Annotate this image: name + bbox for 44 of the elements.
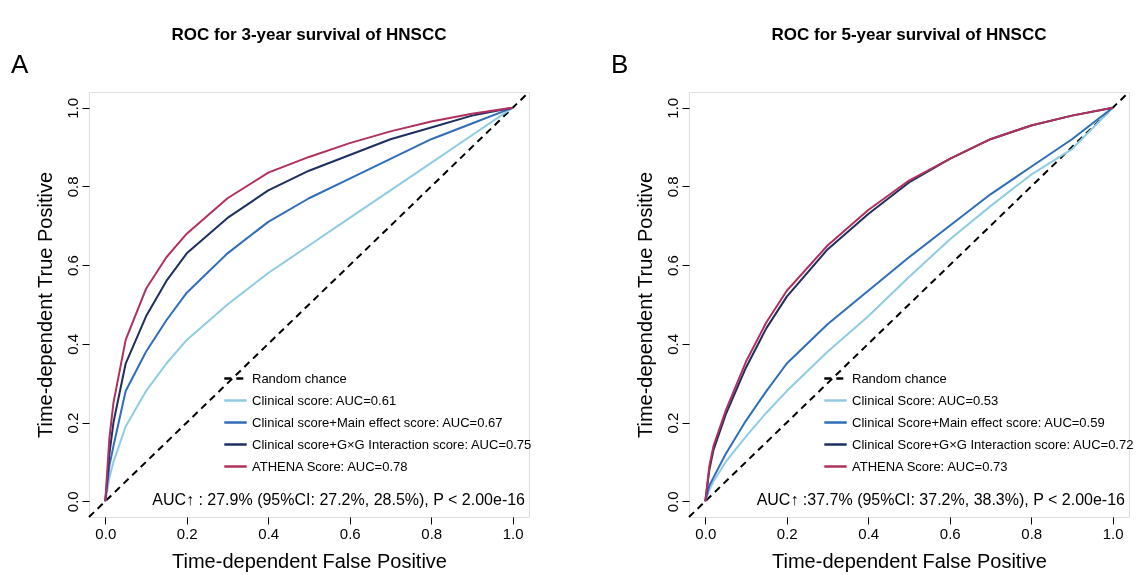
y-axis-title: Time-dependent True Positive bbox=[33, 171, 56, 439]
x-tick-label: 0.8 bbox=[421, 524, 443, 542]
x-axis-title: Time-dependent False Positive bbox=[772, 549, 1047, 572]
y-tick-label: 0.0 bbox=[663, 491, 681, 513]
legend-label: Clinical Score+Main effect score: AUC=0.59 bbox=[852, 414, 1105, 430]
x-axis-title: Time-dependent False Positive bbox=[172, 549, 447, 572]
y-tick-label: 0.0 bbox=[63, 491, 81, 513]
text: A bbox=[11, 49, 29, 79]
legend-label: Random chance bbox=[852, 370, 947, 386]
annotation: AUC↑ :37.7% (95%CI: 37.2%, 38.3%), P < 2.00e-16 bbox=[756, 491, 1126, 508]
legend-label: Clinical Score+G×G Interaction score: AUC=0.72 bbox=[852, 436, 1134, 452]
annotation: AUC↑ : 27.9% (95%CI: 27.2%, 28.5%), P < 2.00e-16 bbox=[152, 491, 526, 508]
x-tick-label: 0.6 bbox=[339, 524, 361, 542]
x-tick-label: 1.0 bbox=[1102, 524, 1124, 542]
legend-label: ATHENA Score: AUC=0.78 bbox=[252, 458, 408, 474]
legend-label: ATHENA Score: AUC=0.73 bbox=[852, 458, 1008, 474]
legend-label: Random chance bbox=[252, 370, 347, 386]
y-axis-title: Time-dependent True Positive bbox=[633, 171, 656, 439]
text: B bbox=[611, 49, 629, 79]
y-tick-label: 0.2 bbox=[663, 412, 681, 434]
y-tick-label: 0.6 bbox=[63, 255, 81, 277]
legend-label: Clinical score: AUC=0.61 bbox=[252, 392, 397, 408]
x-tick-label: 0.6 bbox=[939, 524, 961, 542]
x-tick-label: 0.4 bbox=[258, 524, 280, 542]
y-tick-label: 0.4 bbox=[663, 333, 681, 355]
y-tick-label: 0.8 bbox=[663, 176, 681, 198]
legend-label: Clinical score+Main effect score: AUC=0.67 bbox=[252, 414, 503, 430]
chart-title: ROC for 3-year survival of HNSCC bbox=[171, 25, 447, 44]
y-tick-label: 0.6 bbox=[663, 255, 681, 277]
x-tick-label: 0.2 bbox=[776, 524, 798, 542]
chart-title: ROC for 5-year survival of HNSCC bbox=[771, 25, 1047, 44]
y-tick-label: 1.0 bbox=[63, 97, 81, 119]
x-tick-label: 0.4 bbox=[858, 524, 880, 542]
x-tick-label: 0.2 bbox=[176, 524, 198, 542]
legend-label: Clinical Score: AUC=0.53 bbox=[852, 392, 999, 408]
x-tick-label: 0.0 bbox=[695, 524, 717, 542]
x-tick-label: 0.8 bbox=[1021, 524, 1043, 542]
y-tick-label: 0.4 bbox=[63, 333, 81, 355]
x-tick-label: 0.0 bbox=[95, 524, 117, 542]
x-tick-label: 1.0 bbox=[502, 524, 524, 542]
legend-label: Clinical score+G×G Interaction score: AUC=0.75 bbox=[252, 436, 532, 452]
y-tick-label: 0.2 bbox=[63, 412, 81, 434]
y-tick-label: 1.0 bbox=[663, 97, 681, 119]
y-tick-label: 0.8 bbox=[63, 176, 81, 198]
